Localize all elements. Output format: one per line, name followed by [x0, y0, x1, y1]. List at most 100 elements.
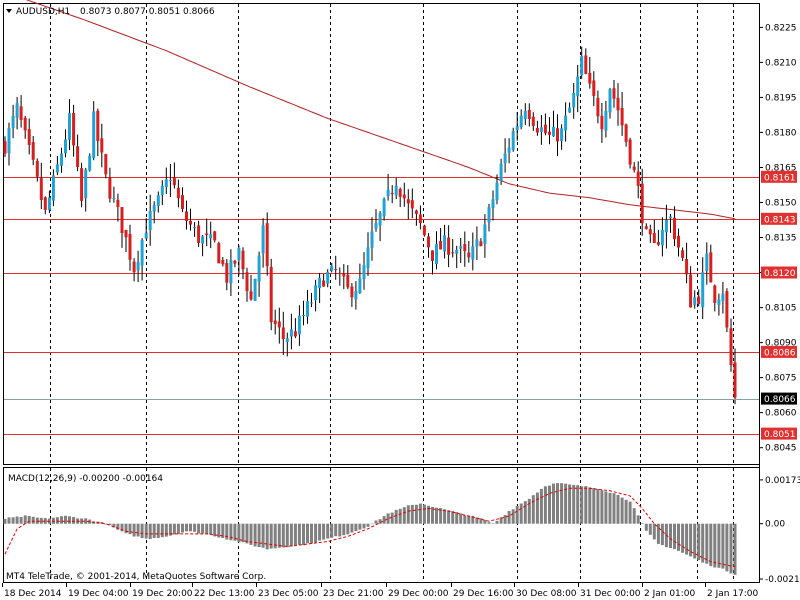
candle: [596, 90, 600, 124]
macd-bar: [358, 523, 362, 530]
time-axis: 18 Dec 2014 19 Dec 04:00 19 Dec 20:00 22 De…: [2, 583, 759, 599]
macd-bar: [584, 486, 588, 524]
candle: [713, 284, 717, 312]
macd-bar: [257, 523, 261, 548]
candle: [140, 238, 144, 281]
candle: [592, 71, 596, 107]
price-tick-label: 0.8090: [765, 339, 797, 349]
time-tick-label: 30 Dec 08:00: [516, 589, 577, 599]
macd-bar: [378, 519, 382, 524]
macd-bar: [19, 517, 23, 524]
chart-menu-triangle-icon[interactable]: [6, 9, 12, 13]
candle: [556, 114, 559, 157]
candle: [60, 147, 63, 173]
candle: [729, 318, 733, 372]
price-tick-label: 0.8180: [765, 128, 797, 138]
macd-bar: [572, 484, 576, 524]
price-tick-label: 0.8105: [765, 304, 797, 314]
macd-bar: [128, 523, 132, 535]
price-tick-label: 0.8075: [765, 374, 797, 384]
candle: [297, 305, 301, 346]
candle: [697, 289, 701, 307]
candle: [604, 100, 608, 138]
macd-bar: [539, 488, 543, 524]
candle: [181, 187, 184, 213]
candle: [677, 228, 680, 257]
macd-bar: [475, 517, 479, 524]
macd-bar: [229, 523, 233, 541]
candle: [23, 115, 27, 139]
candle: [241, 247, 245, 280]
macd-bar: [455, 512, 459, 524]
candle: [616, 83, 620, 126]
candle: [322, 274, 326, 287]
candle: [527, 103, 531, 127]
candle: [31, 136, 35, 166]
ohlc-values: 0.8073 0.8077 0.8051 0.8066: [80, 7, 215, 17]
time-tick-label: 31 Dec 00:00: [580, 589, 641, 599]
macd-bar: [503, 515, 507, 524]
macd-bar: [68, 516, 71, 524]
macd-bar: [451, 511, 455, 524]
candle: [652, 219, 656, 244]
macd-bar: [201, 523, 205, 534]
candle: [374, 209, 378, 232]
macd-bar: [370, 523, 374, 525]
candle: [483, 214, 487, 258]
candle: [354, 281, 358, 310]
level-price-tag: [761, 427, 797, 440]
time-tick-label: 23 Dec 05:00: [258, 589, 319, 599]
time-tick-label: 2 Jan 01:00: [644, 589, 696, 599]
candle: [213, 230, 217, 243]
candle: [451, 239, 455, 258]
candle: [112, 186, 116, 203]
candle: [96, 108, 100, 157]
macd-bar: [164, 523, 168, 537]
candlesticks: [3, 46, 737, 405]
time-tick-label: 18 Dec 2014: [4, 589, 62, 599]
candle: [394, 178, 398, 199]
price-tick-label: 0.8225: [765, 23, 797, 33]
candle: [519, 109, 523, 130]
candle: [334, 255, 338, 280]
candle: [136, 250, 140, 282]
candle: [273, 309, 277, 335]
macd-bar: [386, 513, 390, 524]
macd-bar: [479, 518, 483, 524]
candle: [281, 311, 285, 355]
candle: [572, 83, 576, 119]
candle: [269, 258, 273, 331]
candle: [233, 259, 237, 268]
candle: [628, 137, 632, 169]
macd-bar: [302, 523, 305, 546]
candle: [116, 193, 120, 222]
candle: [733, 348, 737, 405]
candle: [588, 56, 592, 89]
candle: [386, 173, 390, 201]
macd-bar: [491, 523, 495, 524]
candle: [414, 209, 418, 226]
candle: [600, 103, 604, 143]
macd-bar: [640, 523, 644, 524]
candle: [721, 281, 725, 314]
candle: [418, 205, 422, 230]
time-tick-label: 29 Dec 00:00: [388, 589, 449, 599]
macd-bar: [414, 504, 418, 524]
macd-bar: [616, 495, 620, 524]
macd-axis: 0.00173 0.00 -0.00218: [759, 476, 800, 585]
candle: [160, 180, 164, 206]
macd-bar: [306, 523, 309, 544]
candle: [693, 290, 697, 309]
candle: [27, 118, 31, 155]
macd-bar: [608, 492, 612, 524]
macd-bar: [467, 515, 471, 524]
macd-bar: [427, 505, 430, 524]
candle: [108, 167, 112, 203]
candle: [378, 211, 382, 242]
macd-bar: [515, 506, 519, 524]
candle: [576, 64, 580, 113]
macd-bar: [729, 523, 733, 574]
candle: [636, 161, 640, 199]
macd-bar: [104, 523, 108, 525]
